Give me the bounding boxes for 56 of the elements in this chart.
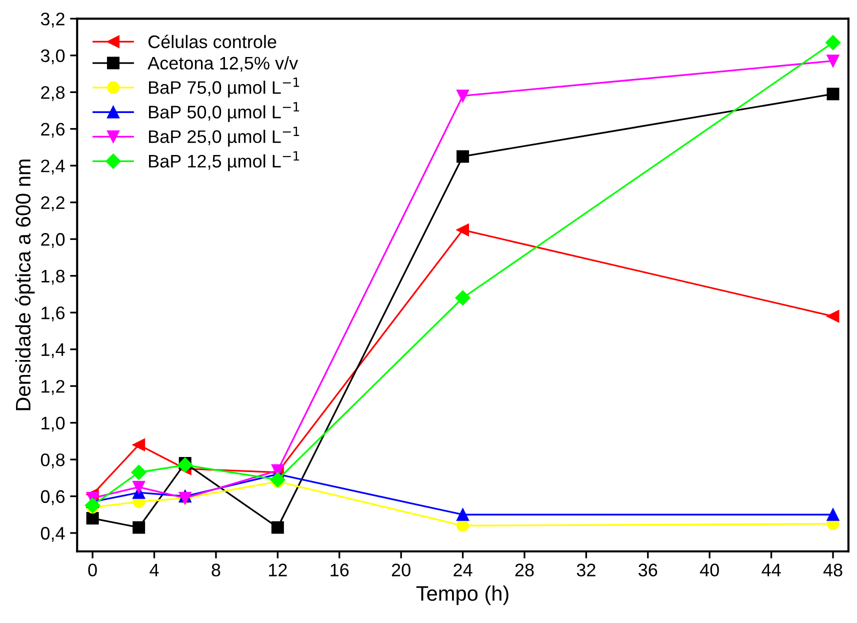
y-tick-label: 1,4	[42, 343, 65, 358]
y-tick-label: 2,2	[41, 196, 64, 212]
point	[132, 521, 146, 534]
legend-label: Células controle	[148, 34, 276, 48]
x-tick-label: 28	[515, 564, 534, 576]
x-tick-label: 24	[454, 564, 472, 576]
point	[456, 519, 470, 532]
point	[826, 310, 840, 322]
y-tick-label: 2,8	[41, 86, 65, 102]
point	[131, 464, 146, 480]
x-tick-label: 40	[700, 564, 719, 576]
point	[456, 90, 470, 102]
point	[456, 224, 470, 236]
point	[825, 35, 841, 50]
point	[826, 54, 840, 68]
point	[86, 512, 99, 525]
y-tick-label: 2,4	[41, 160, 65, 174]
y-tick-label: 3,0	[40, 49, 65, 64]
y-tick-label: 1,2	[42, 380, 64, 395]
y-tick-label: 2,0	[41, 233, 65, 248]
x-tick-label: 36	[638, 564, 658, 576]
x-tick-label: 48	[823, 564, 842, 576]
point	[270, 472, 286, 488]
x-tick-label: 16	[330, 564, 349, 576]
y-tick-label: 1,6	[42, 306, 65, 322]
x-tick-label: 8	[212, 564, 220, 576]
x-tick-label: 0	[88, 564, 97, 576]
y-tick-label: 1,0	[42, 416, 65, 432]
y-axis-title: Densidade óptica a 600 nm	[15, 160, 35, 410]
point	[271, 521, 284, 534]
legend-label: BaP 75,0 µmol L$^{−1}$	[149, 78, 300, 98]
x-tick-label: 44	[762, 564, 781, 576]
x-tick-label: 20	[392, 564, 410, 576]
y-tick-label: 0,4	[40, 526, 65, 542]
point	[132, 438, 146, 452]
point	[456, 150, 470, 163]
point	[455, 290, 470, 306]
x-tick-label: 4	[150, 564, 159, 576]
x-tick-label: 12	[269, 564, 287, 576]
point	[178, 457, 193, 473]
legend-label: BaP 25,0 µmol L$^{−1}$	[149, 126, 300, 147]
y-tick-label: 0,8	[40, 453, 65, 468]
x-tick-label: 32	[576, 564, 596, 576]
point	[826, 508, 840, 521]
y-tick-label: 1,8	[42, 270, 65, 285]
legend-label: BaP 50,0 µmol L$^{−1}$	[149, 102, 300, 122]
point	[84, 498, 100, 514]
y-tick-label: 3,2	[40, 12, 64, 28]
x-axis-title: Tempo (h)	[416, 586, 508, 605]
legend-label: Acetona 12,5% v/v	[148, 56, 298, 72]
legend-label: BaP 12,5 µmol L$^{−1}$	[149, 151, 300, 172]
point	[456, 508, 470, 521]
y-tick-label: 2,6	[41, 122, 65, 138]
point	[826, 88, 840, 100]
point	[132, 480, 146, 494]
y-tick-label: 0,6	[40, 490, 65, 506]
